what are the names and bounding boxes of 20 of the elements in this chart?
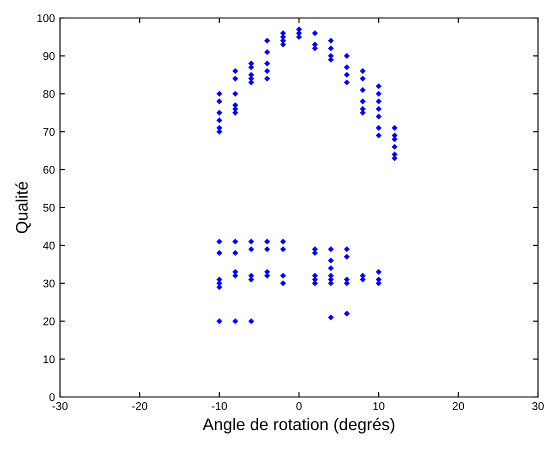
x-tick-label: -20 bbox=[132, 402, 148, 410]
y-tick-label: 40 bbox=[43, 242, 55, 250]
y-tick-label: 30 bbox=[43, 280, 55, 288]
y-tick-label: 90 bbox=[43, 52, 55, 60]
y-tick-label: 60 bbox=[43, 166, 55, 174]
y-tick-label: 10 bbox=[44, 355, 55, 364]
y-tick-label: 50 bbox=[43, 204, 55, 212]
x-tick-label: 10 bbox=[373, 402, 384, 410]
x-tick-label: -30 bbox=[52, 402, 68, 410]
y-tick-label: 20 bbox=[43, 317, 55, 326]
x-tick-label: -10 bbox=[212, 402, 227, 410]
x-tick-label: 30 bbox=[532, 402, 544, 410]
y-tick-label: 80 bbox=[43, 90, 55, 98]
y-axis-title: Qualité bbox=[15, 182, 31, 234]
y-tick-label: 100 bbox=[37, 14, 55, 22]
y-tick-label: 0 bbox=[49, 393, 55, 402]
x-tick-label: 0 bbox=[296, 402, 302, 410]
x-tick-label: 20 bbox=[452, 402, 464, 410]
y-tick-label: 70 bbox=[43, 128, 55, 136]
x-axis-title: Angle de rotation (degrés) bbox=[202, 418, 394, 434]
